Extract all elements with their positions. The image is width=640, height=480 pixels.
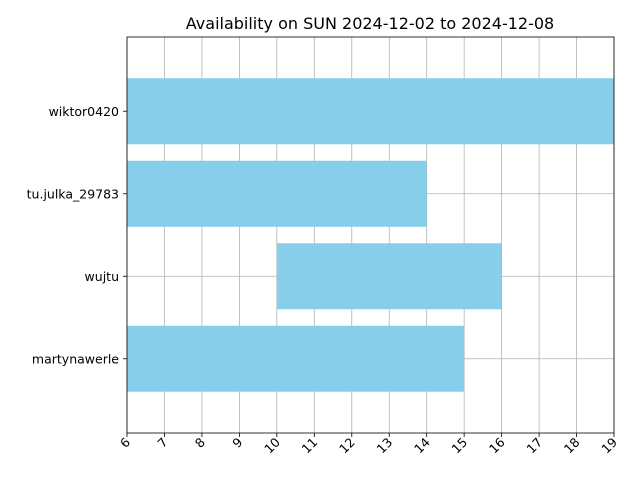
y-tick-label-martynawerle: martynawerle [32, 351, 119, 366]
x-tick-label-6: 6 [117, 434, 133, 450]
x-tick-label-12: 12 [336, 435, 358, 457]
bar-wujtu [276, 243, 502, 310]
x-tick-label-19: 19 [598, 434, 620, 456]
axes-frame [126, 36, 615, 434]
x-tick-label-9: 9 [229, 434, 245, 450]
x-tick-label-18: 18 [561, 434, 583, 456]
x-tick-label-17: 17 [523, 435, 545, 457]
chart-title: Availability on SUN 2024-12-02 to 2024-1… [186, 14, 554, 33]
x-tick-label-7: 7 [154, 435, 170, 451]
x-tick-label-8: 8 [192, 434, 208, 450]
bar-martynawerle [127, 325, 465, 392]
x-tick-label-16: 16 [486, 434, 508, 456]
x-ticks: 6 7 8 9 10 11 12 13 14 15 16 17 18 19 [117, 433, 620, 456]
bars [127, 78, 614, 392]
x-tick-label-14: 14 [411, 434, 433, 456]
y-tick-label-tu.julka_29783: tu.julka_29783 [27, 186, 119, 201]
x-tick-label-13: 13 [373, 435, 395, 457]
x-tick-label-10: 10 [261, 434, 283, 456]
y-tick-label-wujtu: wujtu [85, 269, 119, 284]
bar-tu.julka_29783 [127, 160, 427, 227]
x-tick-label-15: 15 [448, 435, 470, 457]
y-ticks: martynawerle wujtu tu.julka_29783 wiktor042… [27, 104, 127, 366]
y-tick-label-wiktor0420: wiktor0420 [49, 104, 119, 119]
x-tick-label-11: 11 [299, 435, 321, 457]
axes [126, 36, 615, 434]
bar-wiktor0420 [127, 78, 614, 145]
